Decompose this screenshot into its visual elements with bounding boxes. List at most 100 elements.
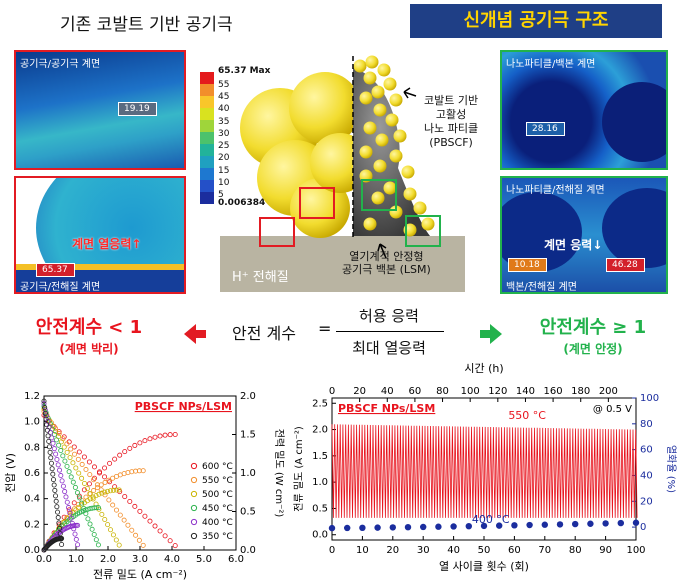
iv-point [52,487,58,493]
power-point [157,433,163,439]
iv-point [58,448,64,454]
outcome-left-sub: (계면 박리) [59,342,119,356]
power-point [162,432,168,438]
legend-max-label: 65.37 Max [218,66,271,76]
iv-point [152,523,158,529]
iv-point [56,442,62,448]
iv-point [87,472,93,478]
iv-point [91,477,97,483]
nanoparticle [389,93,403,107]
equation-lhs: 안전 계수 [232,324,296,343]
y-tick-label: 2.5 [312,398,328,409]
legend-marker [190,476,198,484]
x-tick-label: 100 [626,545,645,556]
nanoparticle [403,187,417,201]
nanoparticle [371,191,385,205]
iv-point [70,460,76,466]
left-title: 기존 코발트 기반 공기극 [60,15,233,35]
power-point [86,481,92,487]
x2-tick-label: 0 [329,386,335,397]
power-point [142,438,148,444]
iv-point [136,537,142,543]
iv-point [132,503,138,509]
outcome-right-main: 안전계수 ≥ 1 [539,317,647,338]
iv-point [87,521,93,527]
y-tick-label: 0.6 [24,468,40,479]
iv-point [44,413,50,419]
iv-point [68,515,74,521]
iv-point [58,473,64,479]
iv-point [102,474,108,480]
iv-point [63,494,69,500]
x2-tick-label: 40 [381,386,394,397]
chart-title: PBSCF NPs/LSM [135,400,232,413]
series-400-point [632,519,640,526]
iv-point [106,497,112,503]
iv-point [55,515,61,521]
iv-point [56,520,62,526]
power-point [108,488,114,494]
iv-point [57,531,63,537]
iv-point [41,398,47,404]
iv-point [48,460,54,466]
iv-point [57,467,63,473]
panel-caption: 공기극/공기극 계면 [20,59,101,70]
iv-point [50,477,56,483]
x-tick-label: 10 [356,545,369,556]
iv-point [98,487,104,493]
iv-point [79,500,85,506]
series-400-point [526,521,533,529]
power-point [107,460,113,466]
iv-point [54,456,60,462]
panel-nano-backbone: 나노파티클/백본 계면 28.16 [500,50,668,170]
iv-point [73,536,79,542]
iv-point [172,543,178,549]
legend-label: 600 °C [202,462,233,472]
y2-tick-label: 1.0 [240,468,256,479]
iv-point [84,486,90,492]
power-point [112,456,118,462]
x2-tick-label: 60 [409,386,422,397]
iv-point [49,466,55,472]
iv-point [133,532,139,538]
series-400-point [480,522,488,530]
iv-point [49,435,55,441]
power-point [167,432,173,438]
iv-point [60,453,66,459]
thermal-cycling-chart: 0 10 20 30 40 50 60 70 80 90 100 0 20 40 60 80 100 120 140… [293,362,677,573]
power-point [172,432,178,438]
iv-point [64,441,70,447]
iv-point [44,427,50,433]
series-550-line [331,424,638,518]
legend-tick: 25 [218,141,230,152]
x-tick-label: 80 [569,545,582,556]
x-tick-label: 50 [478,545,491,556]
iv-point [46,438,52,444]
series-400-point [602,520,609,527]
iv-point [102,516,108,522]
series-400-point [420,523,427,531]
x2-tick-label: 120 [488,386,507,397]
stress-value-tag: 28.16 [526,122,565,136]
y2-tick-label: 1.5 [240,430,256,441]
nanoparticle [371,85,385,99]
iv-point [74,490,80,496]
power-point [59,535,65,541]
x2-tick-label: 80 [436,386,449,397]
x-tick-label: 90 [599,545,612,556]
iv-point [60,483,66,489]
iv-point [87,491,93,497]
iv-point [157,528,163,534]
legend-tick: 15 [218,165,230,176]
iv-point [42,410,48,416]
series-400-point [359,524,366,532]
iv-point [55,509,61,515]
panel-cathode-cathode: 공기극/공기극 계면 19.19 [14,50,186,170]
y2-tick-label: 100 [640,393,659,404]
equation-denominator: 최대 열응력 [352,339,426,357]
nanoparticle-label: 코발트 기반 고활성 나노 파티클 (PBSCF) [424,94,479,149]
nanoparticle [389,205,403,219]
series-550-label: 550 °C [508,409,546,422]
x2-tick-label: 100 [461,386,480,397]
series-400-point [587,520,594,527]
